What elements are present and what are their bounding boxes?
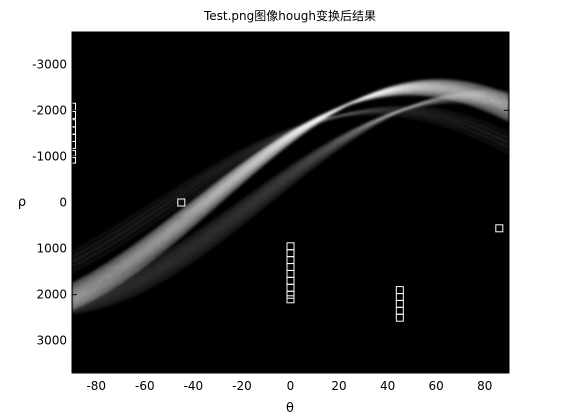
peak-markers — [72, 102, 504, 322]
peak-box — [286, 295, 295, 304]
peak-box — [72, 140, 76, 149]
hough-curves — [72, 79, 509, 314]
x-tick-label: -20 — [232, 379, 252, 393]
peak-box — [72, 102, 76, 111]
hough-curve — [72, 113, 509, 253]
hough-curve — [72, 96, 509, 305]
x-tick-label: 80 — [477, 379, 492, 393]
hough-curve — [72, 107, 509, 268]
hough-curve — [72, 81, 509, 307]
peak-box — [72, 150, 76, 159]
y-tick-label: -1000 — [32, 149, 67, 163]
y-tick-label: -3000 — [32, 57, 67, 71]
hough-curve — [72, 83, 509, 303]
hough-curve — [72, 82, 509, 305]
peak-box — [72, 155, 76, 164]
y-axis: -3000 -2000 -1000 0 1000 2000 3000 — [32, 57, 509, 348]
x-tick-label: 40 — [380, 379, 395, 393]
peak-box — [495, 224, 504, 233]
peak-box — [72, 126, 76, 135]
y-tick-label: 3000 — [36, 334, 67, 348]
peak-box — [72, 119, 76, 128]
x-tick-label: 60 — [429, 379, 444, 393]
hough-curve — [72, 100, 509, 300]
y-tick-label: 2000 — [36, 288, 67, 302]
x-tick-label: -40 — [184, 379, 204, 393]
hough-curve — [72, 84, 509, 301]
chart-title: Test.png图像hough变换后结果 — [203, 8, 376, 23]
hough-curve — [72, 98, 509, 302]
peak-box — [72, 134, 76, 142]
x-tick-label: 0 — [287, 379, 295, 393]
y-tick-label: 1000 — [36, 242, 67, 256]
y-tick-label: -2000 — [32, 103, 67, 117]
hough-curve — [72, 109, 509, 263]
peak-box — [286, 290, 295, 299]
peak-box — [177, 198, 186, 207]
x-axis: -80 -60 -40 -20 0 20 40 60 80 — [86, 32, 492, 393]
peak-box — [395, 313, 404, 322]
hough-curve — [72, 80, 509, 309]
hough-curve — [72, 86, 509, 299]
y-tick-label: 0 — [59, 196, 67, 210]
x-axis-label: θ — [286, 401, 294, 416]
x-tick-label: -80 — [86, 379, 106, 393]
hough-curve — [72, 106, 509, 273]
x-tick-label: -60 — [135, 379, 155, 393]
hough-curve — [72, 111, 509, 258]
peak-box — [72, 110, 76, 119]
x-tick-label: 20 — [331, 379, 346, 393]
y-axis-label: ρ — [18, 195, 26, 210]
hough-curve — [72, 101, 509, 297]
hough-curve — [72, 89, 509, 314]
